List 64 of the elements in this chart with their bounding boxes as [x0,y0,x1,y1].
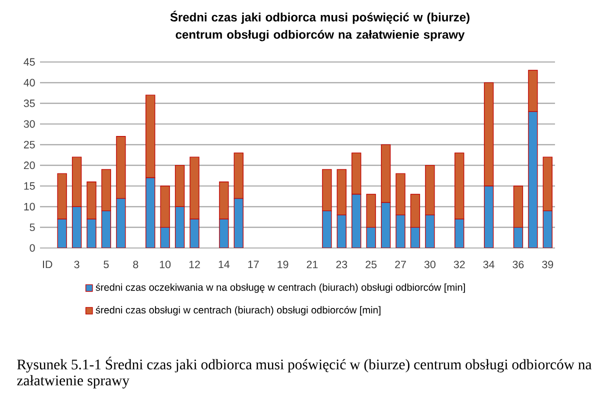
bar [396,173,406,216]
x-tick-label: ID [43,260,52,268]
x-tick-label: 32 [454,260,465,268]
legend-label: średni czas obsługi w centrach (biurach) obsługi odbiorców [min] [96,306,380,316]
bar [380,144,391,203]
x-tick-label: 5 [104,260,109,268]
bar [454,218,464,248]
bar [513,227,524,248]
bar [513,186,524,228]
x-tick-label: 23 [336,260,348,268]
bar [190,156,200,220]
bar [410,227,420,248]
bar [352,194,362,248]
x-tick-label: 39 [542,260,554,268]
bar [146,177,156,248]
bar [72,206,82,248]
bar [336,214,346,248]
y-tick-label: 25 [24,140,35,148]
bar [380,202,391,248]
x-tick-label: 3 [74,260,80,268]
bar [116,136,126,199]
y-tick-label: 15 [24,182,35,190]
y-tick-label: 20 [24,162,35,170]
bar [72,156,82,208]
text: Rysunek 5.1-1 Średni czas jaki odbiorca musi poświęcić w (biurze) centrum obsługi odbiorców na załatwienie sprawy [17,356,592,388]
bar [425,165,435,216]
x-tick-label: 12 [189,260,200,268]
bar [86,182,96,220]
bar [219,182,229,220]
bar [174,206,185,248]
y-tick-label: 0 [30,244,35,252]
y-tick-label: 35 [24,100,35,108]
x-tick-label: 8 [133,260,138,268]
bar [234,152,244,199]
x-tick-label: 10 [160,260,171,268]
bar [101,210,112,248]
x-tick-label: 34 [483,260,494,268]
bar [160,186,170,228]
x-tick-label: 21 [306,260,318,268]
legend-label: średni czas oczekiwania w na obsługę w centrach (biurach) obsługi odbiorców [min] [96,283,465,293]
x-tick-label: 17 [248,260,259,268]
bar [454,152,464,220]
y-tick-label: 45 [24,58,35,66]
y-tick-label: 40 [24,78,35,86]
x-tick-label: 25 [366,260,377,268]
bar [101,169,112,212]
y-tick-label: 10 [24,202,35,210]
bar [322,169,332,212]
x-tick-label: 19 [278,260,288,268]
bar [410,194,420,228]
bar [366,194,376,228]
x-tick-label: 36 [512,260,524,268]
bar [352,152,362,195]
bar [174,165,185,208]
y-tick-label: 5 [30,224,35,232]
bar [542,210,552,248]
bar [234,198,244,248]
bar [484,186,494,248]
bar [336,169,346,216]
x-tick-label: 14 [218,260,230,268]
chart-title: Średni czas jaki odbiorca musi poświęcić w (biurze) centrum obsługi odbiorców na załatwienie sprawy [170,10,470,42]
y-tick-label: 30 [24,120,35,128]
x-tick-label: 27 [395,260,406,268]
x-tick-label: 30 [424,260,436,268]
